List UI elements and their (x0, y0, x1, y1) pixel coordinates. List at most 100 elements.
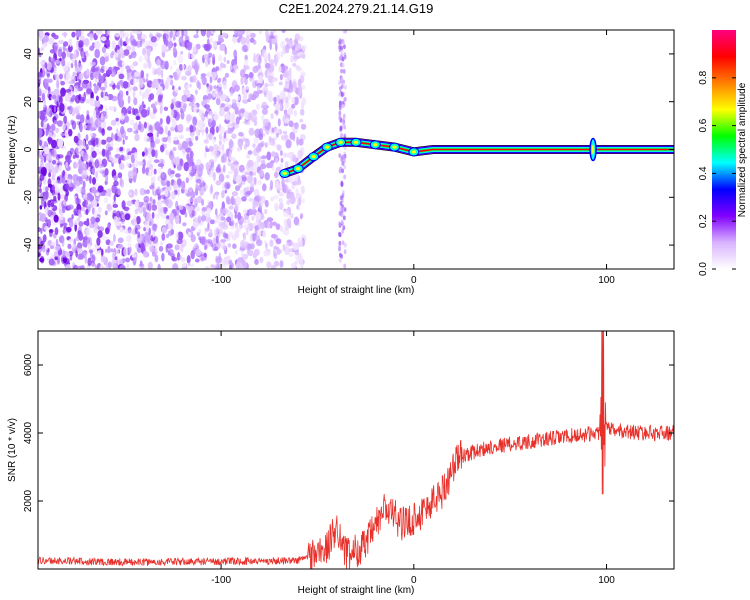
noise-speckle (288, 86, 294, 93)
noise-speckle (173, 96, 177, 103)
noise-speckle (166, 243, 173, 249)
noise-speckle (157, 94, 163, 103)
noise-speckle (77, 105, 81, 111)
noise-speckle (87, 257, 92, 267)
noise-speckle (172, 263, 179, 269)
noise-speckle (228, 138, 234, 149)
noise-speckle (52, 168, 57, 178)
noise-speckle (200, 30, 207, 37)
noise-speckle (245, 85, 250, 90)
noise-speckle (134, 208, 139, 215)
noise-speckle (220, 239, 227, 243)
noise-speckle (89, 98, 96, 107)
noise-speckle (137, 161, 144, 166)
noise-speckle (164, 143, 167, 149)
noise-speckle (50, 202, 55, 208)
noise-speckle (296, 136, 299, 146)
noise-speckle (102, 236, 109, 241)
noise-speckle (119, 93, 124, 102)
noise-speckle (178, 86, 181, 91)
noise-speckle (186, 114, 192, 122)
noise-speckle (182, 103, 187, 112)
noise-speckle (201, 127, 205, 136)
noise-speckle (255, 145, 262, 153)
noise-speckle (143, 241, 149, 248)
noise-speckle (161, 137, 165, 142)
noise-speckle (160, 194, 166, 200)
noise-speckle (251, 215, 255, 221)
noise-speckle (258, 55, 262, 61)
noise-speckle (253, 136, 260, 144)
noise-speckle (78, 40, 83, 48)
noise-speckle (170, 114, 174, 122)
noise-speckle (154, 68, 160, 75)
noise-speckle (52, 159, 57, 165)
noise-speckle (266, 251, 272, 256)
noise-speckle (206, 88, 209, 95)
colorbar-tick-label: 0.6 (698, 118, 709, 132)
noise-speckle (95, 192, 100, 196)
noise-speckle (113, 194, 116, 202)
noise-speckle (101, 128, 105, 136)
noise-speckle (267, 52, 271, 62)
noise-speckle (273, 195, 279, 200)
noise-speckle (273, 260, 280, 267)
noise-speckle (285, 96, 289, 104)
noise-speckle (116, 128, 119, 134)
noise-speckle (205, 126, 209, 134)
noise-speckle (145, 78, 149, 83)
noise-speckle (237, 138, 244, 148)
noise-speckle (294, 55, 301, 60)
noise-speckle (110, 248, 114, 253)
noise-speckle (173, 59, 176, 66)
noise-speckle (156, 199, 163, 208)
noise-speckle (207, 93, 212, 100)
noise-speckle (81, 170, 88, 179)
noise-speckle (299, 239, 304, 247)
noise-speckle (172, 181, 178, 191)
noise-speckle (172, 85, 175, 91)
noise-speckle (39, 174, 45, 181)
noise-speckle (95, 30, 101, 36)
noise-speckle (48, 229, 54, 233)
noise-speckle (88, 249, 94, 254)
noise-speckle (148, 125, 153, 131)
noise-speckle (287, 107, 294, 116)
noise-speckle (204, 266, 210, 269)
noise-speckle (274, 110, 279, 115)
noise-speckle (181, 75, 187, 81)
noise-speckle (226, 95, 229, 103)
noise-streak (341, 56, 345, 62)
noise-speckle (144, 220, 151, 230)
noise-speckle (218, 173, 225, 183)
noise-speckle (262, 183, 267, 192)
noise-speckle (209, 84, 213, 91)
noise-speckle (59, 57, 62, 62)
noise-speckle (79, 114, 85, 124)
noise-speckle (81, 139, 86, 149)
noise-speckle (188, 51, 191, 60)
noise-speckle (296, 204, 299, 210)
noise-speckle (283, 88, 288, 92)
noise-speckle (89, 132, 93, 137)
noise-speckle (79, 122, 83, 133)
noise-speckle (103, 66, 109, 71)
noise-speckle (123, 49, 130, 56)
noise-speckle (270, 196, 275, 202)
noise-speckle (205, 162, 210, 171)
noise-speckle (139, 188, 145, 196)
noise-speckle (60, 80, 65, 86)
noise-speckle (204, 150, 207, 158)
noise-streak (340, 219, 344, 225)
noise-speckle (151, 211, 155, 219)
noise-speckle (43, 34, 49, 43)
snr-x-axis-title: Height of straight line (km) (298, 585, 415, 596)
noise-speckle (47, 106, 50, 113)
noise-speckle (279, 260, 284, 268)
noise-speckle (53, 214, 59, 223)
noise-speckle (53, 179, 58, 188)
noise-speckle (38, 178, 41, 187)
noise-speckle (58, 164, 62, 172)
noise-speckle (146, 80, 153, 88)
noise-speckle (129, 246, 132, 253)
